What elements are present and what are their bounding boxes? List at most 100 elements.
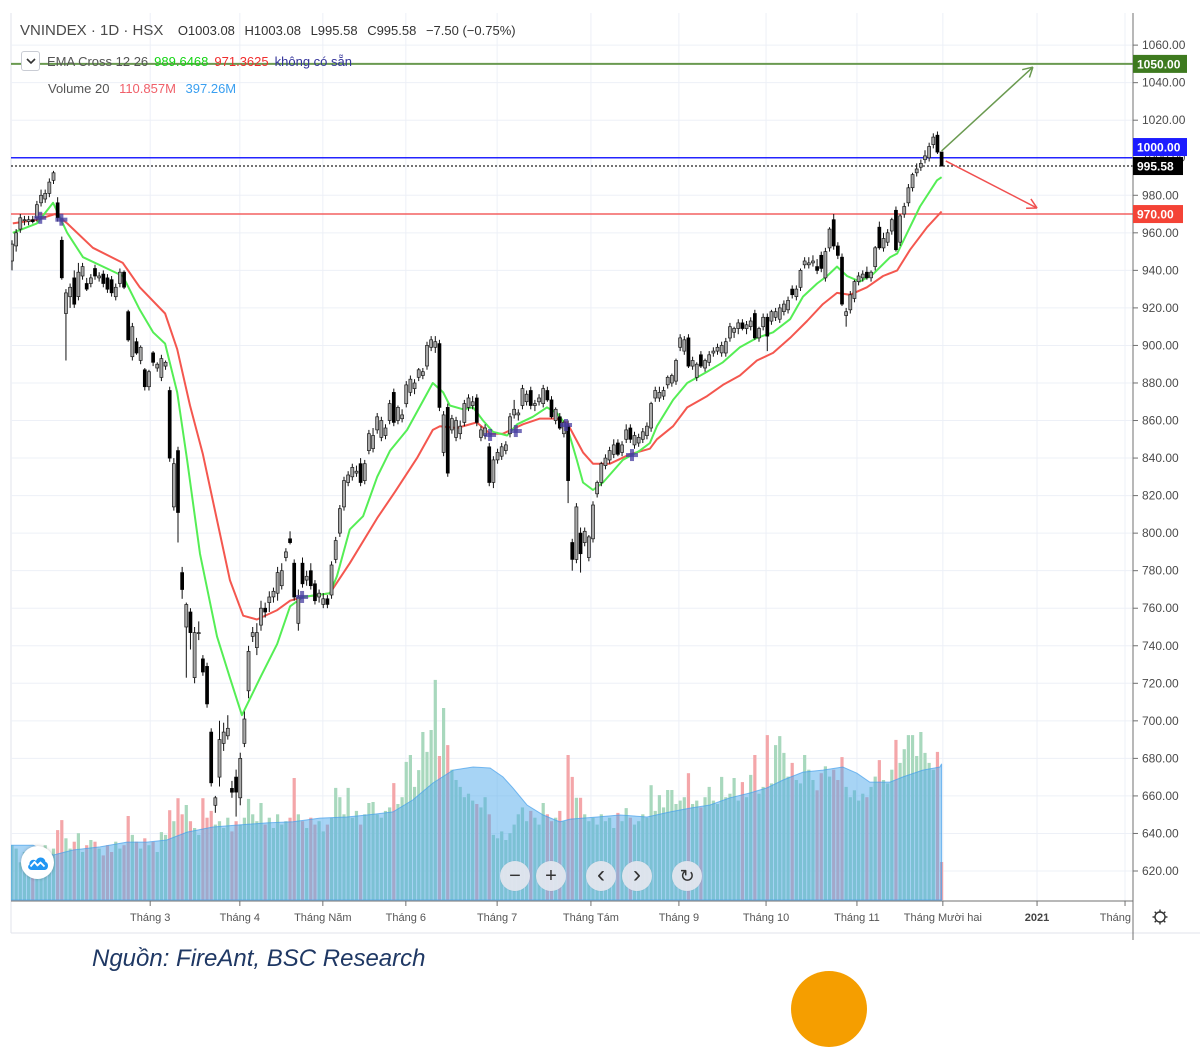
ema-cross-value: không có sẵn <box>275 54 352 69</box>
time-tick-label: Tháng 10 <box>743 912 789 924</box>
candle-down <box>550 400 553 417</box>
candle-down <box>816 267 819 271</box>
candle-up <box>770 312 773 321</box>
candle-up <box>886 233 889 242</box>
candle-up <box>928 147 931 158</box>
change-value: −7.50 (−0.75%) <box>426 23 516 38</box>
candle-down <box>475 398 478 422</box>
candle-down <box>579 533 582 554</box>
candle-up <box>52 173 55 181</box>
candle-down <box>189 612 192 633</box>
cross-v <box>38 212 42 224</box>
candle-up <box>737 323 740 329</box>
candle-down <box>309 571 312 586</box>
price-chart-canvas[interactable]: 620.00640.00660.00680.00700.00720.00740.… <box>0 0 1200 980</box>
candle-down <box>181 573 184 590</box>
target-up-arrow[interactable] <box>942 67 1033 151</box>
candle-up <box>430 340 433 348</box>
candle-down <box>392 392 395 422</box>
zoom-out-button[interactable]: − <box>500 861 530 891</box>
price-tick-label: 900.00 <box>1142 338 1179 352</box>
chevron-down-icon <box>26 58 36 65</box>
candle-down <box>206 666 209 704</box>
candle-up <box>924 156 927 160</box>
candle-up <box>733 329 736 333</box>
candle-up <box>782 304 785 312</box>
price-marker-970-00: 970.00 <box>1133 205 1183 223</box>
candle-up <box>679 338 682 347</box>
price-marker-label: 970.00 <box>1137 208 1174 222</box>
ohlc-values: O1003.08 H1003.08 L995.58 C995.58 −7.50 … <box>178 23 522 38</box>
candle-up <box>479 430 482 438</box>
candle-up <box>338 509 341 533</box>
candle-up <box>318 593 321 597</box>
candle-up <box>621 445 624 453</box>
volume-indicator-label[interactable]: Volume 20 <box>48 81 109 96</box>
zoom-in-button[interactable]: + <box>536 861 566 891</box>
candle-up <box>297 597 300 623</box>
chart-pane[interactable] <box>10 64 1133 900</box>
candle-down <box>293 563 296 597</box>
candle-down <box>60 240 63 277</box>
candle-up <box>98 276 101 278</box>
candle-up <box>172 464 175 507</box>
candle-down <box>836 246 839 255</box>
candle-up <box>492 460 495 483</box>
candle-up <box>811 261 814 263</box>
candle-up <box>421 372 424 376</box>
candle-down <box>529 391 532 406</box>
candle-up <box>533 404 536 406</box>
candle-up <box>131 327 134 357</box>
price-tick-label: 1020.00 <box>1142 113 1186 127</box>
target-down-arrow[interactable] <box>946 161 1037 208</box>
candle-up <box>662 391 665 397</box>
candle-up <box>455 421 458 438</box>
candle-down <box>152 353 155 362</box>
candle-down <box>687 338 690 366</box>
candle-up <box>218 740 221 778</box>
candle-up <box>401 415 404 419</box>
candle-up <box>330 565 333 595</box>
price-tick-label: 720.00 <box>1142 676 1179 690</box>
price-tick-label: 980.00 <box>1142 188 1179 202</box>
candle-up <box>388 404 391 421</box>
cross-v <box>300 591 304 603</box>
candle-up <box>19 218 22 229</box>
candle-down <box>741 323 744 329</box>
collapse-indicators-button[interactable] <box>21 51 40 71</box>
candle-up <box>828 229 831 248</box>
settings-gear-icon[interactable] <box>1153 910 1168 925</box>
candle-up <box>596 483 599 494</box>
candle-up <box>845 312 848 316</box>
candle-down <box>85 284 88 290</box>
gear-ring <box>1155 912 1165 922</box>
candle-up <box>666 377 669 385</box>
price-tick-label: 840.00 <box>1142 451 1179 465</box>
reset-chart-button[interactable]: ↻ <box>672 861 702 891</box>
candle-up <box>870 272 873 278</box>
candle-down <box>301 563 304 584</box>
candle-up <box>118 272 121 283</box>
scroll-left-button[interactable]: ‹ <box>586 861 616 891</box>
candle-up <box>48 182 51 193</box>
scroll-right-button[interactable]: › <box>622 861 652 891</box>
legend-symbol-line: VNINDEX · 1D · HSX O1003.08 H1003.08 L99… <box>20 22 522 40</box>
price-tick-label: 860.00 <box>1142 414 1179 428</box>
candle-down <box>571 543 574 560</box>
candle-up <box>542 389 545 404</box>
candle-up <box>434 342 437 348</box>
candle-up <box>380 421 383 438</box>
candle-down <box>359 464 362 483</box>
price-tick-label: 780.00 <box>1142 564 1179 578</box>
candle-up <box>396 407 399 420</box>
ema26-value: 971.3625 <box>214 54 268 69</box>
volume-ma-value: 397.26M <box>186 81 237 96</box>
candle-up <box>276 573 279 594</box>
fireant-logo[interactable] <box>21 846 54 879</box>
candle-down <box>135 342 138 353</box>
price-tick-label: 620.00 <box>1142 864 1179 878</box>
candle-down <box>289 539 292 543</box>
ema-indicator-label[interactable]: EMA Cross 12 26 <box>47 54 148 69</box>
candle-up <box>911 175 914 188</box>
